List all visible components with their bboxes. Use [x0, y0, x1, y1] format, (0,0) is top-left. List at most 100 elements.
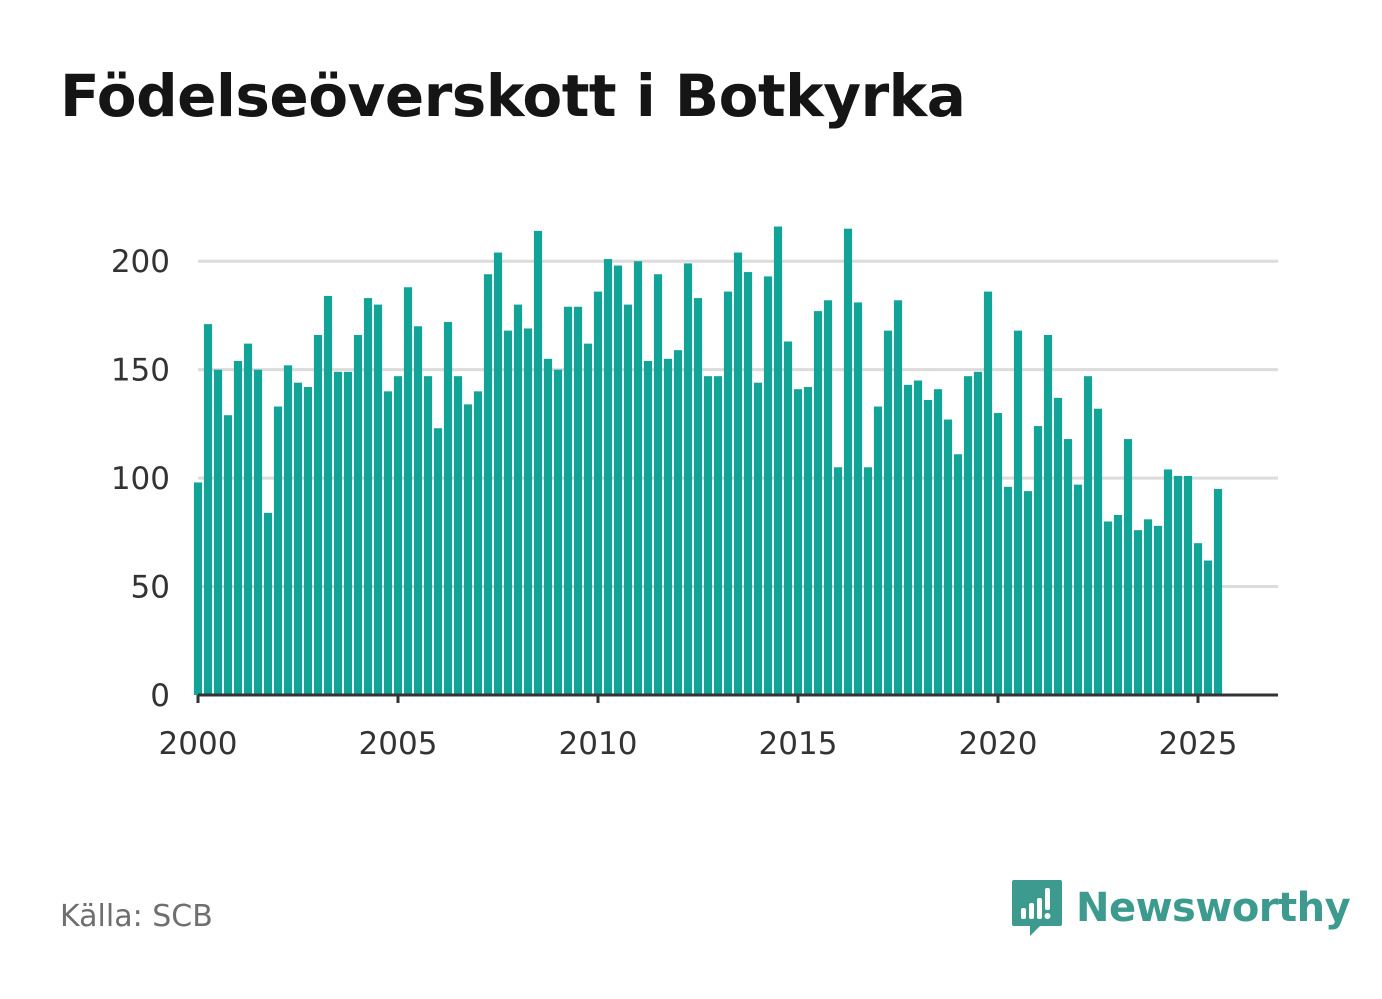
bar [1093, 408, 1103, 695]
bar [783, 341, 793, 695]
bar [463, 404, 473, 695]
bar [433, 428, 443, 695]
bar [693, 298, 703, 695]
bar [1013, 330, 1023, 695]
bar [853, 302, 863, 695]
bar [323, 295, 333, 695]
bar [1083, 376, 1093, 695]
bar [243, 343, 253, 695]
bar [603, 259, 613, 695]
bar [723, 291, 733, 695]
chart-title: Födelseöverskott i Botkyrka [60, 62, 966, 130]
bar [1033, 426, 1043, 695]
bar [863, 467, 873, 695]
brand: Newsworthy [1010, 878, 1351, 938]
bar [1163, 469, 1173, 695]
bar [1213, 488, 1223, 695]
bar [503, 330, 513, 695]
bar [373, 304, 383, 695]
bar [683, 263, 693, 695]
bar [593, 291, 603, 695]
bar [763, 276, 773, 695]
bar [473, 391, 483, 695]
bar [393, 376, 403, 695]
bar [233, 360, 243, 695]
bar [1203, 560, 1213, 695]
x-tick-label: 2025 [1159, 726, 1238, 762]
y-tick-label: 50 [131, 570, 170, 606]
bar [1003, 486, 1013, 695]
bar [623, 304, 633, 695]
bar [213, 369, 223, 695]
bar [553, 369, 563, 695]
bar [263, 512, 273, 695]
x-tick-label: 2010 [559, 726, 638, 762]
bar [223, 415, 233, 695]
y-tick-label: 0 [150, 678, 170, 714]
bar [303, 387, 313, 695]
bar [1193, 543, 1203, 695]
bar [573, 306, 583, 695]
bar [413, 326, 423, 695]
bar [563, 306, 573, 695]
bar [713, 376, 723, 695]
bar [973, 371, 983, 695]
bar [1113, 514, 1123, 695]
bar [903, 384, 913, 695]
bar [1133, 530, 1143, 695]
y-tick-label: 150 [111, 353, 170, 389]
bar [953, 454, 963, 695]
bar [743, 272, 753, 695]
x-tick-label: 2015 [759, 726, 838, 762]
bars [193, 226, 1223, 695]
bar [283, 365, 293, 695]
bar [983, 291, 993, 695]
bar [883, 330, 893, 695]
bar [453, 376, 463, 695]
bar [1153, 525, 1163, 695]
bar [533, 230, 543, 695]
bar [673, 350, 683, 695]
newsworthy-logo-icon [1012, 880, 1062, 936]
bar [663, 358, 673, 695]
bar [1183, 475, 1193, 695]
bar [403, 287, 413, 695]
bar [343, 371, 353, 695]
bar [823, 300, 833, 695]
bar [383, 391, 393, 695]
bar [893, 300, 903, 695]
bar [363, 298, 373, 695]
bar [353, 334, 363, 695]
x-tick-label: 2005 [359, 726, 438, 762]
bar [193, 482, 203, 695]
bar [333, 371, 343, 695]
bar [803, 387, 813, 695]
bar [543, 358, 553, 695]
bar [1123, 439, 1133, 695]
bar [1063, 439, 1073, 695]
bar [933, 389, 943, 695]
x-tick-labels: 2000 2005 2010 2015 2020 2025 [159, 726, 1238, 762]
bar [773, 226, 783, 695]
source-note: Källa: SCB [60, 899, 213, 934]
bar [1053, 397, 1063, 695]
bar [513, 304, 523, 695]
bar [753, 382, 763, 695]
bar [443, 321, 453, 695]
bar [873, 406, 883, 695]
bar [253, 369, 263, 695]
brand-name: Newsworthy [1076, 885, 1351, 931]
x-tick-label: 2000 [159, 726, 238, 762]
y-tick-label: 100 [111, 461, 170, 497]
bar [313, 334, 323, 695]
bar [423, 376, 433, 695]
bar [703, 376, 713, 695]
bar [813, 311, 823, 695]
bar [1143, 519, 1153, 695]
bar [203, 324, 213, 695]
y-tick-labels: 0 50 100 150 200 [111, 244, 170, 714]
bar [843, 228, 853, 695]
bar [523, 328, 533, 695]
bar [483, 274, 493, 695]
